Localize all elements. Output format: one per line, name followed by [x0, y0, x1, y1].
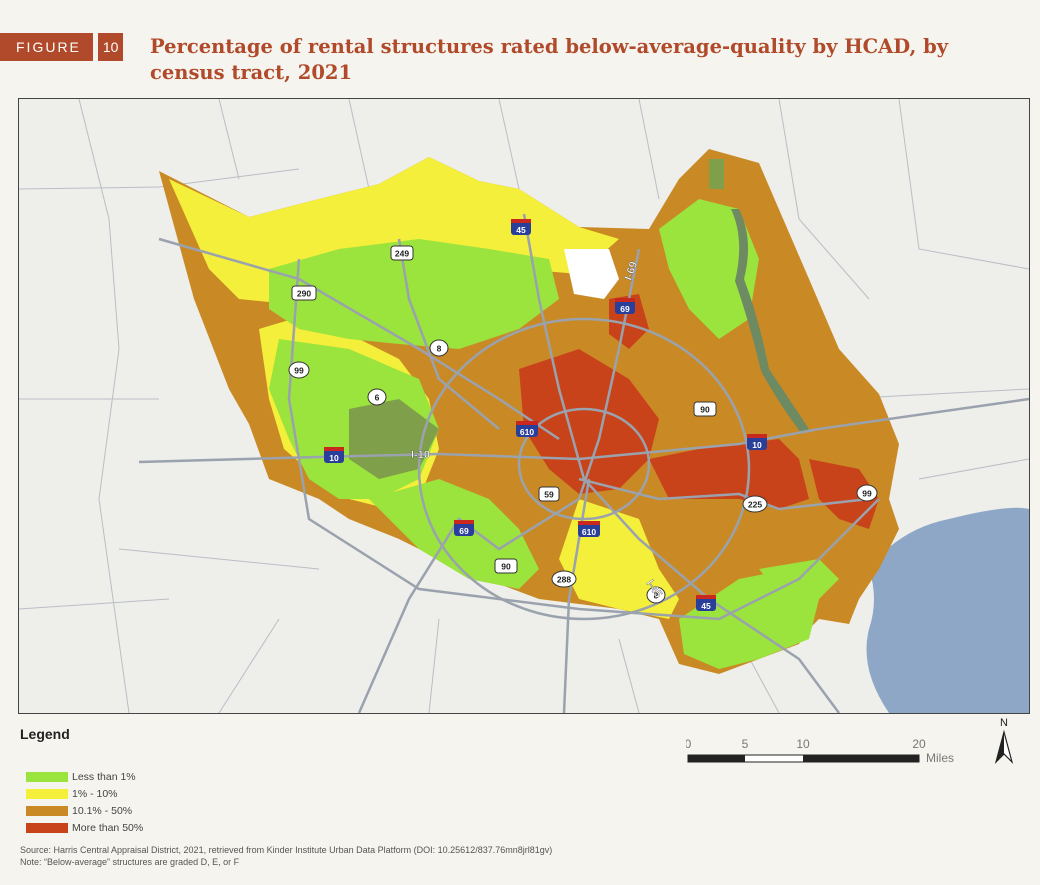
shield-sh225-label: 225 [748, 500, 762, 510]
shield-sh288-label: 288 [557, 575, 571, 585]
north-arrow-icon: N [994, 717, 1014, 765]
road-label-i10: I-10 [411, 449, 430, 461]
shield-sh99-west: 99 [288, 361, 310, 379]
legend: Less than 1% 1% - 10% 10.1% - 50% More t… [26, 768, 143, 836]
scale-tick-20: 20 [912, 738, 926, 751]
figure-tag: FIGURE 10 [0, 33, 124, 61]
shield-sh8-south: 8 [646, 586, 666, 604]
outer-roads [19, 99, 1029, 713]
scale-unit: Miles [926, 751, 954, 765]
region-lt1-northeast [659, 199, 759, 339]
park-west [349, 399, 439, 479]
legend-label-lt1: Less than 1% [72, 770, 136, 783]
shield-i45-north: 45 [511, 219, 531, 235]
shield-i45-south-label: 45 [701, 601, 711, 611]
figure-number: 10 [95, 33, 124, 61]
shield-i69-north-label: 69 [620, 304, 630, 314]
north-label: N [1000, 717, 1008, 729]
shield-sh6-label: 6 [375, 393, 380, 403]
shield-sh99-west-label: 99 [294, 366, 304, 376]
shield-sh288: 288 [551, 570, 577, 588]
shield-us290-label: 290 [297, 289, 311, 299]
region-lt1-northwest [269, 239, 559, 349]
shield-i610-south: 610 [578, 521, 600, 537]
legend-item-10-50: 10.1% - 50% [26, 802, 143, 819]
shields: 45 69 610 10 10 69 [288, 219, 878, 611]
legend-swatch-10-50 [26, 805, 68, 816]
shield-us59: 59 [538, 486, 560, 502]
legend-label-10-50: 10.1% - 50% [72, 804, 133, 817]
shield-sh225: 225 [742, 495, 768, 513]
shield-i610-south-label: 610 [582, 527, 596, 537]
legend-label-gt50: More than 50% [72, 821, 144, 834]
shield-us290: 290 [291, 285, 317, 301]
shield-sh99-east-label: 99 [862, 489, 872, 499]
park-north [709, 159, 724, 189]
shield-i10-east: 10 [747, 434, 767, 450]
shield-sh8-south-label: 8 [654, 591, 659, 601]
source-notes: Source: Harris Central Appraisal Distric… [20, 844, 552, 868]
shield-i10-west-label: 10 [329, 453, 339, 463]
galveston-bay [866, 507, 1029, 713]
map-svg: 45 69 610 10 10 69 [19, 99, 1029, 713]
region-gt50-east [649, 439, 809, 509]
shield-sh249: 249 [390, 245, 414, 261]
scale-tick-5: 5 [742, 738, 749, 751]
figure-label: FIGURE [0, 33, 93, 61]
shield-i610-north: 610 [516, 421, 538, 437]
legend-item-gt50: More than 50% [26, 819, 143, 836]
source-text: Source: Harris Central Appraisal Distric… [20, 845, 553, 855]
scale-tick-10: 10 [796, 738, 810, 751]
map: 45 69 610 10 10 69 [18, 98, 1030, 714]
shield-i610-north-label: 610 [520, 427, 534, 437]
shield-us90-west: 90 [494, 558, 518, 574]
shield-sh8-north: 8 [429, 339, 449, 357]
lake-houston [731, 209, 809, 433]
highways [138, 213, 1029, 713]
legend-title: Legend [20, 726, 70, 742]
shield-sh6: 6 [367, 388, 387, 406]
shield-us90-west-label: 90 [501, 562, 511, 572]
shield-i69-north: 69 [615, 298, 635, 314]
shield-us59-label: 59 [544, 490, 554, 500]
shield-i69-southwest: 69 [454, 520, 474, 536]
legend-swatch-lt1 [26, 771, 68, 782]
legend-label-1-10: 1% - 10% [72, 787, 118, 800]
scale-tick-0: 0 [686, 738, 692, 751]
shield-i10-east-label: 10 [752, 440, 762, 450]
legend-item-1-10: 1% - 10% [26, 785, 143, 802]
shield-sh8-north-label: 8 [437, 344, 442, 354]
legend-item-lt1: Less than 1% [26, 768, 143, 785]
shield-i69-southwest-label: 69 [459, 526, 469, 536]
region-gt50-channel [809, 459, 879, 529]
figure-title: Percentage of rental structures rated be… [150, 35, 949, 84]
legend-swatch-gt50 [26, 822, 68, 833]
shield-us90-east-label: 90 [700, 405, 710, 415]
shield-sh249-label: 249 [395, 249, 409, 259]
note-text: Note: “Below-average” structures are gra… [20, 857, 240, 867]
shield-i10-west: 10 [324, 447, 344, 463]
airport-area [564, 249, 619, 299]
shield-i45-north-label: 45 [516, 225, 526, 235]
shield-sh99-east: 99 [856, 484, 878, 502]
shield-us90-east: 90 [693, 401, 717, 417]
scale-bar: 0 5 10 20 Miles [686, 738, 954, 765]
legend-swatch-1-10 [26, 788, 68, 799]
shield-i45-south: 45 [696, 595, 716, 611]
